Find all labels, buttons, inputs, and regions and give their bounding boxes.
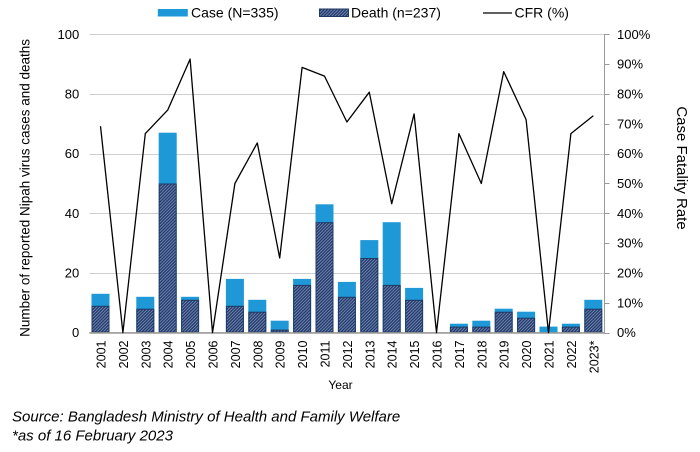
svg-text:2009: 2009: [274, 340, 288, 368]
svg-text:80: 80: [65, 87, 79, 102]
svg-text:2006: 2006: [207, 340, 221, 368]
svg-text:Year: Year: [328, 378, 352, 392]
svg-text:2010: 2010: [296, 340, 310, 368]
svg-text:2004: 2004: [162, 340, 176, 368]
svg-text:40%: 40%: [617, 206, 643, 221]
svg-text:2012: 2012: [341, 340, 355, 368]
svg-text:2021: 2021: [543, 340, 557, 368]
svg-text:Case Fatality Rate: Case Fatality Rate: [673, 106, 690, 229]
svg-text:20%: 20%: [617, 265, 643, 280]
svg-text:2015: 2015: [408, 340, 422, 368]
svg-text:2005: 2005: [184, 340, 198, 368]
svg-text:Source: Bangladesh Ministry of: Source: Bangladesh Ministry of Health an…: [12, 409, 400, 426]
svg-text:80%: 80%: [617, 87, 643, 102]
svg-text:*as of 16 February 2023: *as of 16 February 2023: [12, 428, 174, 445]
svg-text:2003: 2003: [139, 340, 153, 368]
svg-text:2017: 2017: [453, 340, 467, 368]
svg-text:2001: 2001: [95, 340, 109, 368]
svg-text:2019: 2019: [498, 340, 512, 368]
svg-text:50%: 50%: [617, 176, 643, 191]
svg-text:2008: 2008: [251, 340, 265, 368]
svg-text:100: 100: [57, 27, 79, 42]
svg-text:90%: 90%: [617, 57, 643, 72]
svg-text:70%: 70%: [617, 116, 643, 131]
svg-text:60: 60: [65, 146, 79, 161]
svg-text:Case (N=335): Case (N=335): [191, 5, 279, 21]
svg-text:Death (n=237): Death (n=237): [351, 5, 441, 21]
svg-text:60%: 60%: [617, 146, 643, 161]
svg-text:2007: 2007: [229, 340, 243, 368]
svg-text:CFR (%): CFR (%): [515, 5, 569, 21]
svg-text:2023*: 2023*: [587, 340, 601, 373]
svg-text:2022: 2022: [565, 340, 579, 368]
svg-text:2020: 2020: [520, 340, 534, 368]
svg-text:100%: 100%: [617, 27, 651, 42]
svg-text:2013: 2013: [363, 340, 377, 368]
svg-text:30%: 30%: [617, 236, 643, 251]
svg-text:2011: 2011: [319, 340, 333, 367]
svg-text:40: 40: [65, 206, 79, 221]
svg-text:0%: 0%: [617, 325, 636, 340]
svg-text:2018: 2018: [475, 340, 489, 368]
svg-text:0: 0: [72, 325, 79, 340]
svg-text:2016: 2016: [431, 340, 445, 368]
svg-text:Number of reported Nipah virus: Number of reported Nipah virus cases and…: [18, 39, 33, 337]
svg-text:10%: 10%: [617, 295, 643, 310]
svg-text:2002: 2002: [117, 340, 131, 368]
svg-text:2014: 2014: [386, 340, 400, 368]
svg-text:20: 20: [65, 265, 79, 280]
